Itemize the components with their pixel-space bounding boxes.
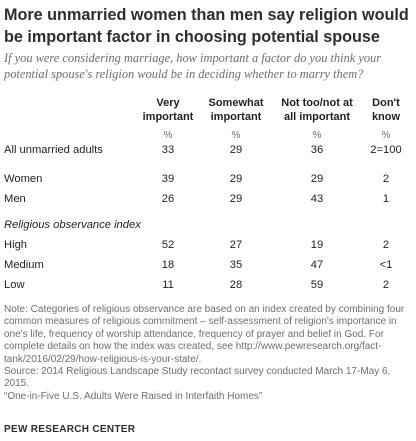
subtitle-line-2: potential spouse's religion would be in … — [4, 67, 364, 81]
percent-label: % — [163, 130, 173, 141]
column-header-line: all important — [283, 110, 350, 123]
row-label: Men — [4, 193, 26, 205]
column-header-line: Very — [156, 97, 180, 109]
table-cell: 2 — [382, 173, 390, 185]
table-cell: 47 — [310, 259, 324, 271]
table-cell: 27 — [229, 239, 243, 251]
chart-title: More unmarried women than men say religi… — [4, 4, 412, 48]
note-line: tank/2016/02/29/how-religious-is-your-st… — [4, 353, 202, 365]
table-cell: 29 — [229, 193, 243, 205]
row-label: Low — [4, 279, 25, 291]
row-label: Medium — [4, 259, 44, 271]
table-cell: 1 — [382, 193, 390, 205]
column-header-line: Not too/not at — [281, 97, 353, 109]
note-line: one's life, frequency of worship attenda… — [4, 328, 384, 340]
note-line: 2015. — [4, 378, 30, 390]
table-cell: 11 — [162, 279, 174, 291]
column-header-line: important — [142, 110, 194, 123]
column-header-very-important: Very important — [130, 97, 206, 124]
source-footer: PEW RESEARCH CENTER — [4, 424, 136, 435]
note-line: Source: 2014 Religious Landscape Study r… — [4, 366, 391, 378]
table-cell: 39 — [161, 173, 175, 185]
percent-label: % — [231, 130, 241, 141]
percent-label: % — [312, 130, 322, 141]
table-cell: 52 — [161, 239, 175, 251]
note-line: Note: Categories of religious observance… — [4, 304, 405, 315]
chart-subtitle: If you were considering marriage, how im… — [4, 50, 414, 82]
column-header-line: know — [371, 110, 401, 123]
table-cell: 29 — [229, 173, 243, 185]
column-header-line: Don't — [372, 97, 400, 109]
table-cell: 18 — [161, 259, 175, 271]
note-line: complete details on how the index was cr… — [4, 341, 382, 353]
table-cell: <1 — [379, 259, 393, 271]
table-cell: 36 — [310, 144, 324, 156]
table-cell: 29 — [310, 173, 324, 185]
title-line-1: More unmarried women than men say religi… — [4, 6, 409, 24]
table-cell: 19 — [310, 239, 324, 251]
table-cell: 2 — [382, 239, 390, 251]
table-cell: 43 — [310, 193, 324, 205]
subtitle-line-1: If you were considering marriage, how im… — [4, 51, 382, 65]
column-header-dont-know: Don't know — [356, 97, 416, 124]
title-line-2: be important factor in choosing potentia… — [4, 28, 380, 46]
table-cell: 26 — [161, 193, 175, 205]
note-line: common measures of religious commitment … — [4, 316, 397, 328]
column-header-line: important — [210, 110, 262, 123]
table-cell: 2 — [382, 279, 390, 291]
table-cell: 29 — [229, 144, 243, 156]
table-cell: 33 — [161, 144, 175, 156]
row-label: Women — [4, 173, 43, 185]
note-line: “One-in-Five U.S. Adults Were Raised in … — [4, 390, 263, 402]
column-header-line: Somewhat — [208, 97, 264, 109]
section-label-religious-observance: Religious observance index — [4, 219, 141, 231]
row-label: High — [4, 239, 28, 251]
table-cell: 59 — [310, 279, 324, 291]
table-cell: 2=100 — [370, 144, 402, 156]
percent-label: % — [381, 130, 391, 141]
table-cell: 28 — [229, 279, 243, 291]
row-label: All unmarried adults — [4, 144, 103, 156]
table-cell: 35 — [229, 259, 243, 271]
column-header-not-important: Not too/not at all important — [268, 97, 366, 124]
chart-notes: Note: Categories of religious observance… — [4, 304, 414, 403]
column-header-somewhat-important: Somewhat important — [198, 97, 274, 124]
